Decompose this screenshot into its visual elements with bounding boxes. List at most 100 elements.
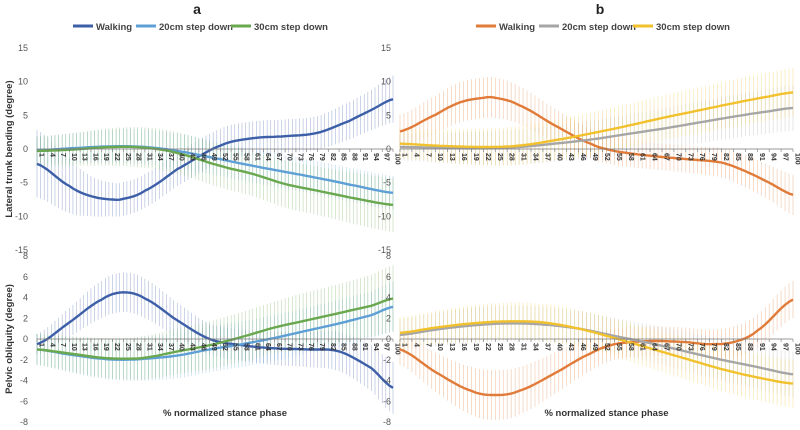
x-tick-label: 28 bbox=[135, 153, 142, 161]
x-tick-label: 37 bbox=[167, 343, 174, 351]
x-tick-label: 4 bbox=[48, 153, 55, 157]
x-tick-label: 43 bbox=[189, 343, 196, 351]
x-tick-label: 52 bbox=[603, 153, 610, 161]
series-line-a_30cm bbox=[36, 297, 394, 360]
x-tick-label: 97 bbox=[383, 343, 390, 351]
x-tick-label: 37 bbox=[543, 153, 550, 161]
x-tick-label: 61 bbox=[639, 343, 646, 351]
legend-a-walking-label: Walking bbox=[96, 22, 132, 33]
x-tick-label: 1 bbox=[38, 153, 45, 157]
x-tick-label: 79 bbox=[710, 343, 717, 351]
x-tick-label: 61 bbox=[639, 153, 646, 161]
y-tick-label: -6 bbox=[20, 396, 28, 406]
x-tick-label: 28 bbox=[135, 343, 142, 351]
x-tick-label: 4 bbox=[412, 153, 419, 157]
x-tick-label: 49 bbox=[210, 153, 217, 161]
x-tick-label: 13 bbox=[81, 343, 88, 351]
x-tick-label: 10 bbox=[436, 153, 443, 161]
x-tick-label: 70 bbox=[286, 153, 293, 161]
legend-a: Walking 20cm step down 30cm step down bbox=[73, 22, 328, 33]
series-line-a_walking bbox=[36, 98, 394, 201]
y-tick-label: -6 bbox=[383, 396, 391, 406]
series-line-b_walking bbox=[399, 298, 794, 397]
x-tick-label: 73 bbox=[686, 343, 693, 351]
y-tick-label: -2 bbox=[383, 355, 391, 365]
x-tick-label: 97 bbox=[383, 153, 390, 161]
x-tick-label: 46 bbox=[579, 343, 586, 351]
x-tick-label: 82 bbox=[329, 343, 336, 351]
series-line-b_20cm bbox=[400, 106, 794, 150]
series-line-b_30cm bbox=[399, 91, 794, 149]
x-tick-label: 4 bbox=[412, 343, 419, 347]
x-tick-label: 25 bbox=[124, 343, 131, 351]
y-tick-label: -8 bbox=[383, 417, 391, 427]
x-tick-label: 46 bbox=[199, 153, 206, 161]
x-tick-label: 67 bbox=[275, 153, 282, 161]
x-tick-label: 91 bbox=[758, 343, 765, 351]
x-tick-label: 22 bbox=[484, 343, 491, 351]
x-tick-label: 88 bbox=[350, 153, 357, 161]
x-tick-label: 88 bbox=[350, 343, 357, 351]
x-tick-label: 100 bbox=[794, 343, 800, 355]
y-tick-label: 0 bbox=[23, 334, 28, 344]
x-tick-label: 40 bbox=[555, 343, 562, 351]
y-tick-label: 4 bbox=[23, 293, 28, 303]
x-tick-label: 70 bbox=[286, 343, 293, 351]
x-tick-label: 1 bbox=[38, 343, 45, 347]
sd-bars-a_20cm bbox=[36, 128, 394, 210]
x-tick-label: 67 bbox=[663, 343, 670, 351]
x-tick-label: 13 bbox=[448, 343, 455, 351]
x-tick-label: 4 bbox=[48, 343, 55, 347]
x-tick-label: 58 bbox=[627, 343, 634, 351]
y-tick-label: 15 bbox=[18, 43, 28, 53]
sd-bars-b_30cm bbox=[399, 302, 794, 408]
x-axis-title: % normalized stance phase bbox=[163, 408, 287, 419]
x-tick-label: 55 bbox=[232, 153, 239, 161]
x-tick-label: 46 bbox=[199, 343, 206, 351]
x-tick-label: 55 bbox=[615, 153, 622, 161]
y-tick-label: -5 bbox=[20, 178, 28, 188]
y-tick-label: 8 bbox=[386, 251, 391, 261]
x-tick-label: 79 bbox=[318, 153, 325, 161]
x-tick-label: 70 bbox=[674, 343, 681, 351]
x-tick-label: 16 bbox=[460, 153, 467, 161]
x-axis-title: % normalized stance phase bbox=[544, 408, 668, 419]
x-tick-label: 25 bbox=[496, 343, 503, 351]
x-tick-label: 88 bbox=[746, 153, 753, 161]
x-tick-label: 31 bbox=[145, 343, 152, 351]
x-tick-label: 52 bbox=[603, 343, 610, 351]
x-tick-label: 94 bbox=[372, 343, 379, 351]
x-tick-label: 34 bbox=[532, 153, 539, 161]
y-tick-label: 5 bbox=[386, 110, 391, 120]
x-tick-label: 79 bbox=[318, 343, 325, 351]
x-tick-label: 55 bbox=[615, 343, 622, 351]
y-tick-label: 0 bbox=[23, 144, 28, 154]
x-tick-label: 28 bbox=[508, 343, 515, 351]
series-line-b_30cm bbox=[399, 320, 794, 385]
y-tick-label: 5 bbox=[23, 110, 28, 120]
y-tick-label: 10 bbox=[18, 77, 28, 87]
x-tick-label: 64 bbox=[651, 343, 658, 351]
x-tick-label: 10 bbox=[436, 343, 443, 351]
y-axis-label: Pelvic obliquity (degree) bbox=[4, 284, 15, 394]
x-tick-label: 97 bbox=[782, 343, 789, 351]
x-tick-label: 19 bbox=[102, 343, 109, 351]
y-tick-label: -5 bbox=[383, 178, 391, 188]
x-tick-label: 94 bbox=[770, 343, 777, 351]
x-tick-label: 22 bbox=[113, 343, 120, 351]
x-tick-label: 91 bbox=[758, 153, 765, 161]
x-tick-label: 82 bbox=[722, 153, 729, 161]
x-tick-label: 79 bbox=[710, 153, 717, 161]
x-tick-label: 7 bbox=[59, 153, 66, 157]
y-tick-label: -15 bbox=[378, 245, 391, 255]
x-tick-label: 100 bbox=[394, 343, 401, 355]
y-tick-label: -10 bbox=[378, 211, 391, 221]
x-tick-label: 40 bbox=[178, 153, 185, 161]
x-tick-label: 91 bbox=[361, 343, 368, 351]
x-tick-label: 85 bbox=[734, 153, 741, 161]
x-tick-label: 76 bbox=[698, 343, 705, 351]
